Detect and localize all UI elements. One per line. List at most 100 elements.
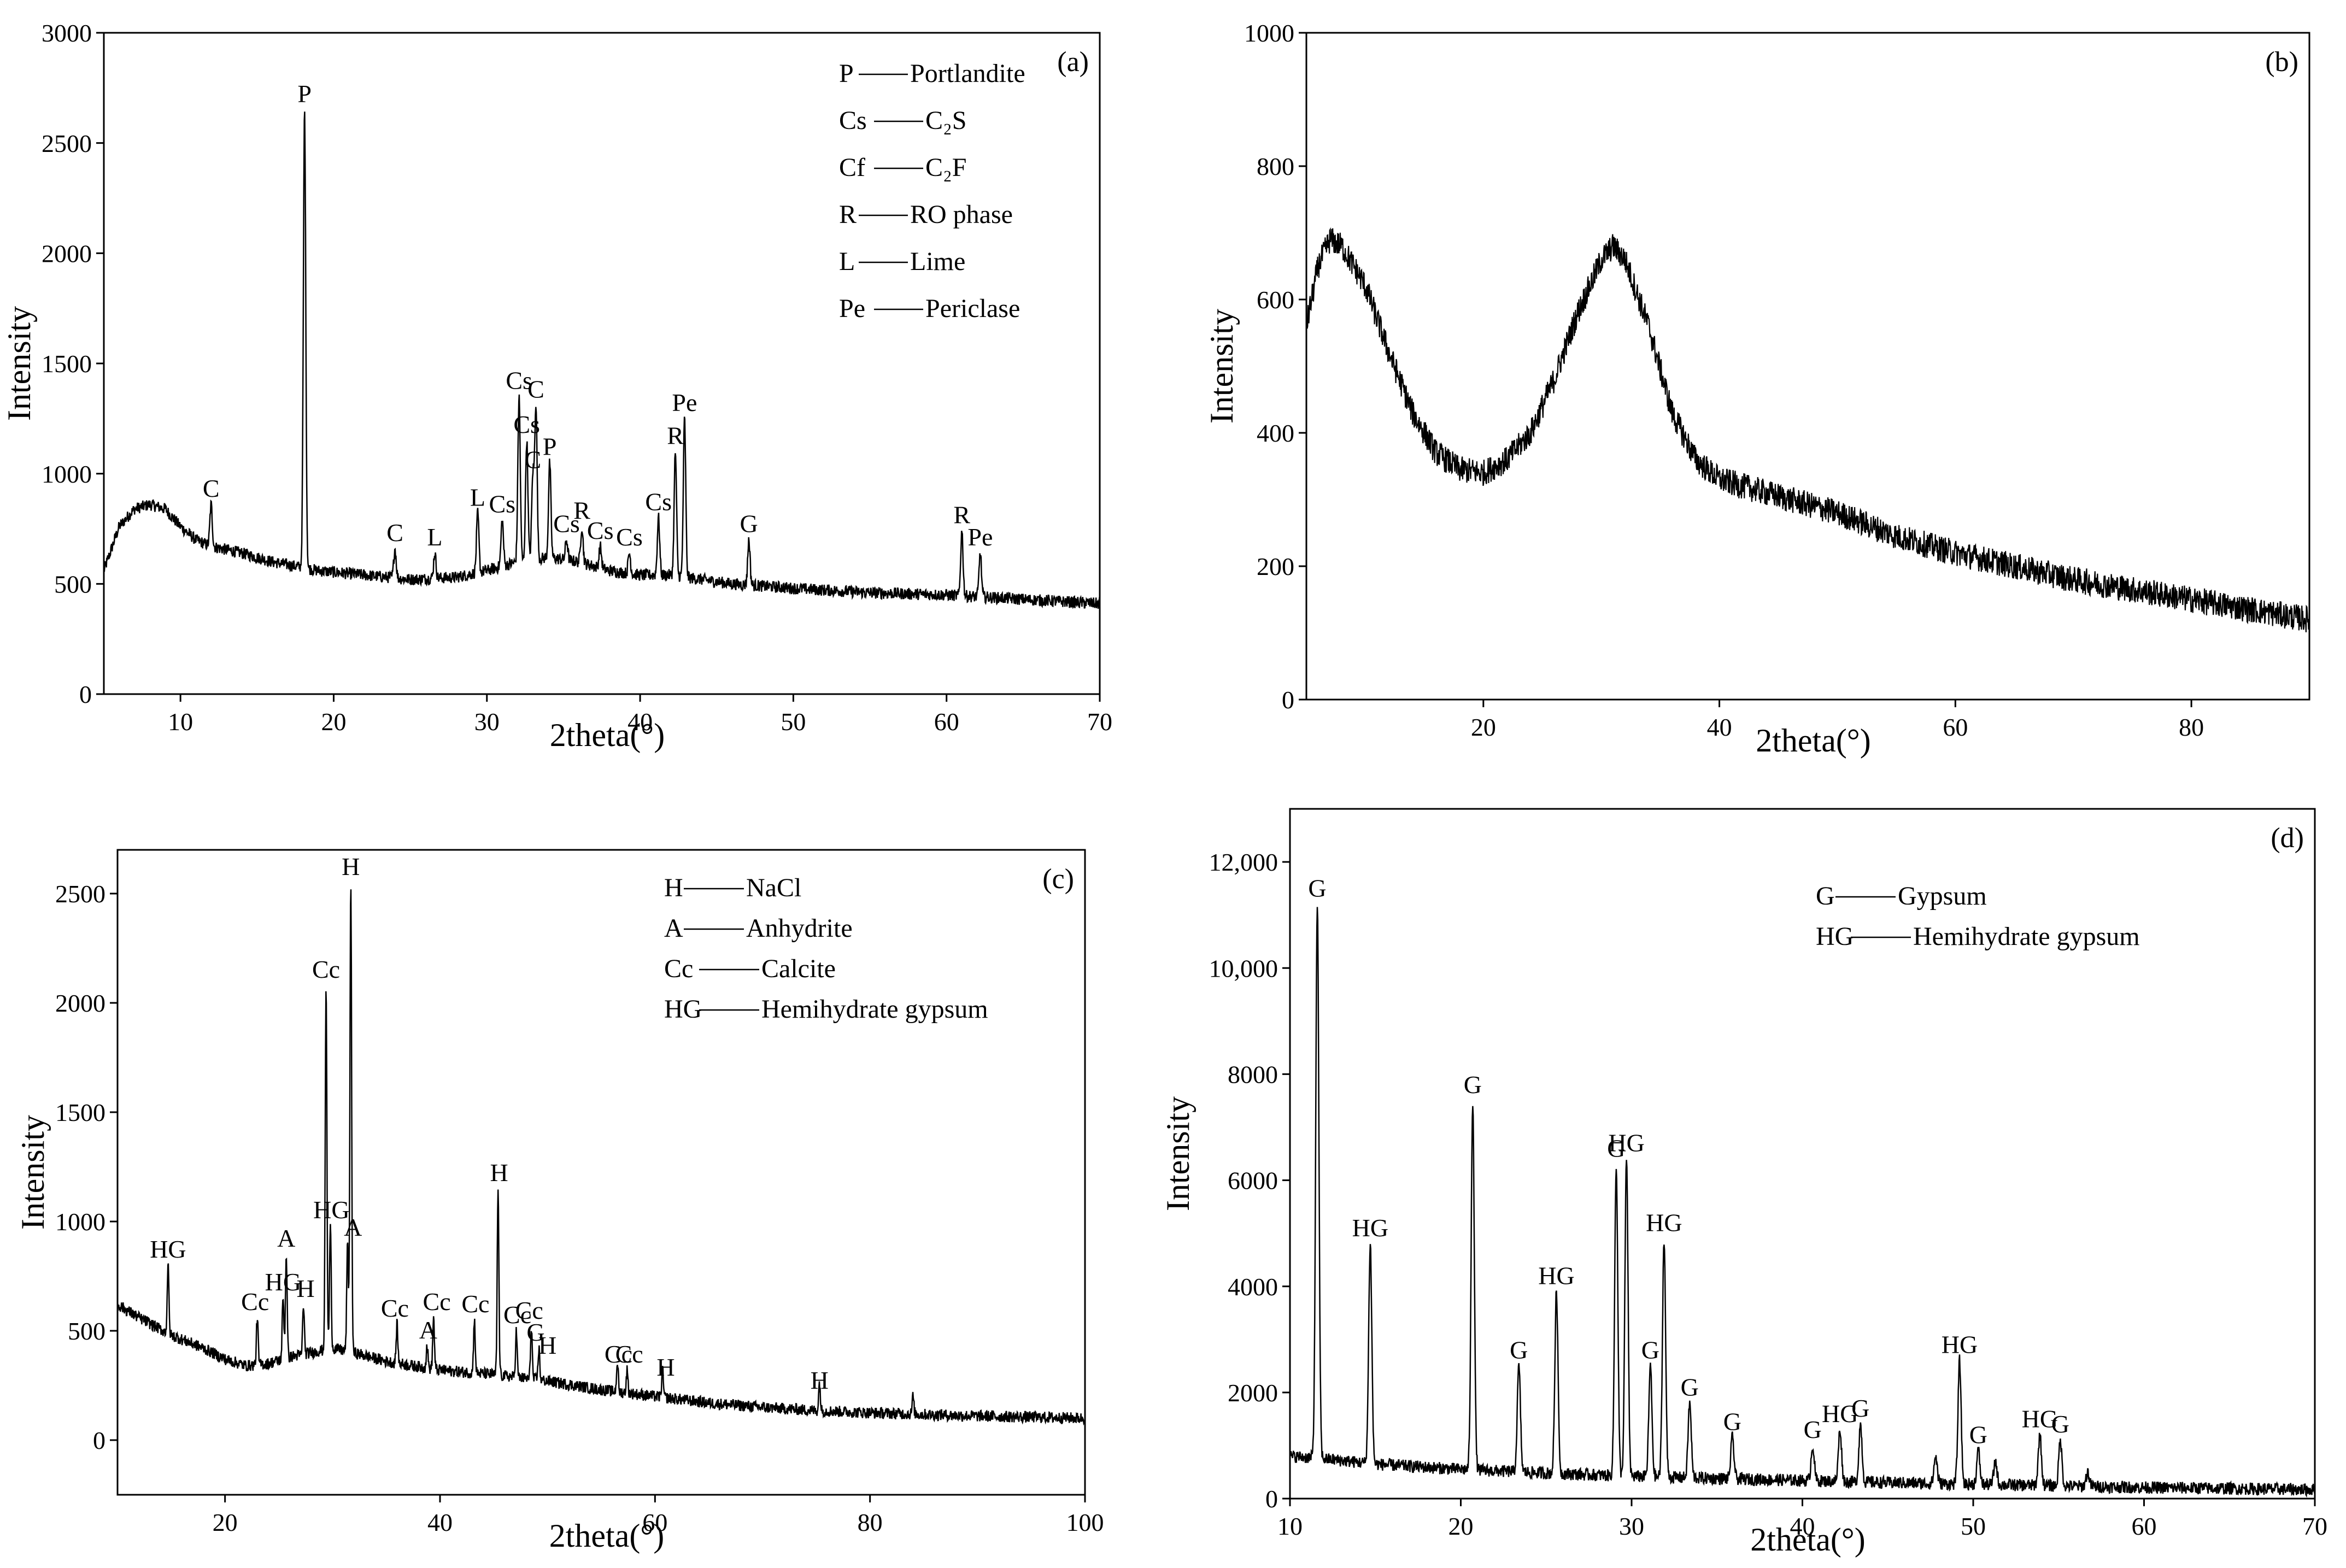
x-tick-label: 40 bbox=[427, 1508, 453, 1536]
peak-label: A bbox=[277, 1224, 295, 1252]
peak-label: H bbox=[538, 1331, 556, 1359]
peak-label: Cc bbox=[241, 1288, 269, 1316]
peak-label: Cc bbox=[381, 1294, 409, 1322]
peak-label: H bbox=[811, 1366, 829, 1394]
x-tick-label: 20 bbox=[1471, 713, 1496, 741]
peak-label: Cc bbox=[423, 1288, 451, 1316]
panel-label: (b) bbox=[2265, 46, 2298, 78]
x-tick-label: 80 bbox=[2179, 713, 2204, 741]
peak-label: G bbox=[1969, 1421, 1987, 1449]
y-tick-label: 8000 bbox=[1228, 1060, 1278, 1088]
x-tick-label: 40 bbox=[1707, 713, 1732, 741]
peak-label: Cc bbox=[605, 1340, 632, 1368]
y-tick-label: 400 bbox=[1257, 419, 1294, 447]
peak-label: C bbox=[203, 474, 220, 502]
y-tick-label: 200 bbox=[1257, 553, 1294, 580]
y-tick-label: 1000 bbox=[1244, 19, 1294, 47]
peak-label: G bbox=[1804, 1416, 1822, 1443]
y-axis-label: Intensity bbox=[1204, 309, 1240, 424]
x-tick-label: 20 bbox=[213, 1508, 238, 1536]
x-tick-label: 100 bbox=[1066, 1508, 1104, 1536]
y-tick-label: 600 bbox=[1257, 286, 1294, 314]
x-tick-label: 20 bbox=[1448, 1512, 1474, 1540]
y-tick-label: 10,000 bbox=[1209, 954, 1278, 982]
legend-symbol: R bbox=[839, 200, 857, 229]
peak-label: Cs bbox=[513, 410, 540, 438]
peak-label: G bbox=[1681, 1373, 1699, 1401]
peak-label: HG bbox=[313, 1196, 349, 1224]
y-tick-label: 800 bbox=[1257, 152, 1294, 180]
peak-label: HG bbox=[1942, 1331, 1978, 1359]
peak-label: Cs bbox=[587, 516, 614, 544]
peak-label: L bbox=[427, 523, 442, 551]
peak-label: G bbox=[740, 510, 758, 538]
legend-name: RO phase bbox=[910, 200, 1013, 229]
peak-label: A bbox=[344, 1213, 362, 1241]
peak-label: H bbox=[490, 1159, 508, 1187]
panel-label: (a) bbox=[1057, 46, 1089, 78]
legend-symbol: Cs bbox=[839, 106, 867, 135]
plot-frame bbox=[1305, 32, 2310, 701]
x-tick-label: 20 bbox=[321, 708, 346, 736]
peak-label: P bbox=[543, 433, 557, 461]
peak-label: HG bbox=[2022, 1405, 2058, 1433]
y-tick-label: 3000 bbox=[42, 19, 92, 47]
peak-label: HG bbox=[265, 1268, 301, 1296]
peak-label: G bbox=[1723, 1407, 1741, 1435]
legend-name: Periclase bbox=[925, 294, 1020, 323]
x-tick-label: 30 bbox=[1619, 1512, 1644, 1540]
peak-label: HG bbox=[1646, 1208, 1682, 1236]
x-tick-label: 50 bbox=[781, 708, 806, 736]
x-tick-label: 10 bbox=[1277, 1512, 1303, 1540]
legend-name: Hemihydrate gypsum bbox=[761, 995, 988, 1024]
legend-symbol: P bbox=[839, 59, 854, 88]
y-tick-label: 0 bbox=[93, 1426, 105, 1454]
legend-symbol: Cc bbox=[664, 954, 693, 983]
legend-symbol: Pe bbox=[839, 294, 865, 323]
y-tick-label: 2000 bbox=[42, 239, 92, 267]
peak-label: R bbox=[667, 421, 684, 449]
legend-symbol: G bbox=[1816, 882, 1835, 911]
x-axis-label: 2theta(°) bbox=[1750, 1522, 1866, 1558]
y-tick-label: 0 bbox=[1282, 686, 1294, 714]
peak-label: C bbox=[525, 446, 542, 474]
peak-label: Cs bbox=[506, 367, 532, 395]
x-axis-label: 2theta(°) bbox=[550, 717, 665, 753]
y-tick-label: 0 bbox=[79, 680, 92, 708]
peak-label: Cs bbox=[489, 490, 516, 518]
x-tick-label: 70 bbox=[2302, 1512, 2327, 1540]
chart-panel-d: 10 20 30 40 50 60 70 0 2000 4000 6000 8000 10,000 12,… bbox=[1160, 808, 2327, 1558]
peak-label: Cs bbox=[553, 510, 580, 538]
chart-panel-a: 10 20 30 40 50 60 70 0 500 1000 1500 2000 2500 3000 2t… bbox=[1, 19, 1112, 753]
peak-label: Cc bbox=[615, 1340, 643, 1368]
y-tick-label: 500 bbox=[68, 1317, 105, 1345]
xrd-pattern-line bbox=[116, 889, 1086, 1426]
legend-symbol: A bbox=[664, 914, 683, 943]
peak-label: HG bbox=[1822, 1400, 1858, 1428]
y-tick-label: 2500 bbox=[42, 130, 92, 157]
plot-frame bbox=[1289, 808, 2316, 1500]
peak-label: G bbox=[1607, 1134, 1625, 1162]
y-tick-label: 6000 bbox=[1228, 1167, 1278, 1195]
y-tick-label: 4000 bbox=[1228, 1273, 1278, 1301]
peak-label: H bbox=[656, 1353, 675, 1381]
peak-label: HG bbox=[1352, 1214, 1388, 1242]
legend-name: Calcite bbox=[761, 954, 836, 983]
peak-label: R bbox=[573, 496, 590, 524]
chart-panel-b: 20 40 60 80020040060080010002theta(°)Intens… bbox=[1204, 19, 2310, 759]
peak-label: HG bbox=[1538, 1261, 1574, 1289]
peak-label: HG bbox=[150, 1235, 186, 1263]
x-tick-label: 40 bbox=[627, 708, 653, 736]
peak-label: L bbox=[470, 483, 485, 511]
peak-label: G bbox=[1851, 1394, 1869, 1422]
peak-label: Pe bbox=[672, 389, 697, 416]
peak-label: P bbox=[297, 80, 312, 108]
y-tick-label: 1500 bbox=[55, 1099, 105, 1126]
legend-name: C₂S bbox=[925, 106, 966, 135]
peak-label: G bbox=[1510, 1336, 1528, 1364]
x-axis-label: 2theta(°) bbox=[1756, 723, 1871, 759]
legend-name: Portlandite bbox=[910, 59, 1025, 88]
peak-label: C bbox=[527, 375, 544, 403]
peak-label: R bbox=[953, 501, 970, 529]
